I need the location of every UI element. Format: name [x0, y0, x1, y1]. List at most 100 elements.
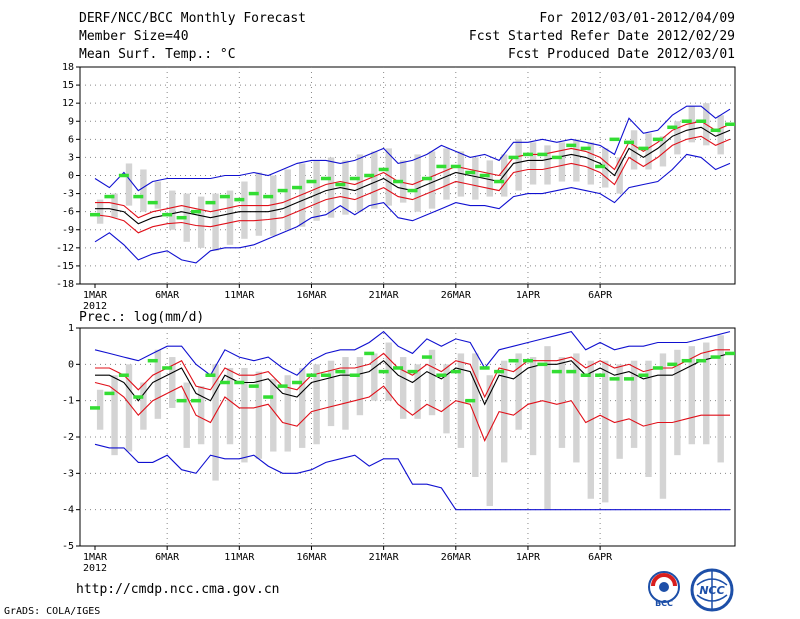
y-tick-label: -3 — [62, 468, 74, 479]
y-tick-label: -2 — [62, 432, 74, 443]
spread-box — [399, 160, 407, 203]
y-tick-label: -12 — [56, 243, 74, 254]
x-tick-label: 1MAR — [83, 290, 108, 301]
spread-box — [472, 157, 479, 200]
spread-box — [255, 172, 263, 236]
spread-box — [169, 190, 176, 230]
member-size: Member Size=40 — [79, 29, 189, 44]
spread-box — [327, 360, 335, 427]
y-tick-label: -3 — [62, 189, 74, 200]
plot-frame-0 — [79, 66, 736, 285]
spread-box — [558, 142, 566, 182]
x-tick-label: 6APR — [588, 290, 613, 301]
x-tick-label: 16MAR — [296, 552, 327, 563]
spread-box — [385, 148, 392, 206]
y-tick-label: -18 — [56, 279, 74, 290]
bcc-logo: BCC — [648, 571, 680, 608]
spread-box — [125, 364, 133, 452]
x-tick-label: 21MAR — [369, 290, 400, 301]
spread-box — [399, 357, 407, 419]
spread-box — [717, 335, 724, 463]
spread-box — [298, 367, 306, 448]
variable-label: Mean Surf. Temp.: °C — [79, 47, 236, 62]
x-tick-label: 1APR — [516, 552, 541, 563]
series-ensemble-mean — [95, 352, 731, 406]
forecast-period: For 2012/03/01-2012/04/09 — [539, 11, 735, 26]
spread-box — [659, 136, 667, 167]
spread-box — [486, 375, 493, 507]
chart-title: DERF/NCC/BCC Monthly Forecast — [79, 11, 306, 26]
spread-box — [703, 342, 710, 445]
x-tick-label: 1MAR — [83, 552, 108, 563]
spread-box — [472, 353, 479, 477]
spread-box — [544, 346, 551, 510]
y-tick-label: 0 — [68, 359, 74, 370]
spread-box — [414, 364, 421, 419]
y-tick-label: -1 — [62, 396, 74, 407]
ncc-logo: NCC — [690, 568, 734, 612]
spread-box — [443, 364, 450, 434]
spread-box — [587, 142, 595, 185]
spread-box — [630, 360, 638, 448]
spread-box — [226, 190, 234, 245]
spread-box — [313, 364, 320, 445]
x-tick-label: 16MAR — [296, 290, 327, 301]
x-tick-label: 21MAR — [369, 552, 400, 563]
spread-box — [183, 382, 190, 448]
spread-box — [356, 357, 364, 416]
x-tick-label: 1APR — [516, 290, 541, 301]
spread-box — [226, 367, 234, 445]
spread-box — [587, 360, 595, 499]
forecast-produced-date: Fcst Produced Date 2012/03/01 — [508, 47, 735, 62]
y-tick-label: 1 — [68, 323, 74, 334]
spread-box — [342, 160, 349, 215]
spread-box — [140, 382, 147, 430]
spread-box — [183, 193, 190, 242]
spread-box — [241, 181, 248, 239]
spread-box — [111, 375, 118, 456]
footer-url[interactable]: http://cmdp.ncc.cma.gov.cn — [76, 582, 280, 597]
forecast-start-date: Fcst Started Refer Date 2012/02/29 — [468, 29, 735, 44]
series-lower-outer — [94, 153, 731, 264]
spread-box — [515, 353, 522, 430]
spread-box — [298, 163, 306, 227]
y-tick-label: -9 — [62, 225, 74, 236]
spread-box — [385, 342, 392, 401]
spread-box — [140, 169, 147, 212]
spread-box — [212, 364, 219, 481]
spread-box — [255, 371, 263, 459]
spread-box — [688, 346, 696, 445]
y-tick-label: 0 — [68, 171, 74, 182]
spread-box — [197, 196, 205, 248]
spread-box — [616, 364, 623, 459]
spread-box — [154, 181, 162, 209]
spread-box — [111, 193, 118, 218]
spread-box — [96, 199, 104, 224]
spread-box — [645, 133, 652, 170]
spread-box — [602, 360, 609, 503]
y-tick-label: -4 — [62, 505, 74, 516]
bcc-logo-text: BCC — [655, 599, 673, 608]
spread-box — [529, 142, 537, 185]
spread-box — [659, 353, 667, 499]
x-tick-label: 11MAR — [224, 552, 255, 563]
y-tick-label: 18 — [62, 62, 74, 73]
spread-box — [327, 157, 335, 218]
spread-box — [154, 349, 162, 419]
y-tick-label: 15 — [62, 80, 74, 91]
series-upper-inner — [95, 349, 730, 399]
y-tick-label: 9 — [68, 116, 74, 127]
y-tick-label: -15 — [56, 261, 74, 272]
spread-box — [717, 115, 724, 155]
spread-box — [414, 154, 421, 212]
ncc-logo-text: NCC — [699, 584, 724, 597]
x-tick-label: 6MAR — [155, 552, 180, 563]
x-tick-label: 6MAR — [155, 290, 180, 301]
precip-label: Prec.: log(mm/d) — [79, 310, 205, 325]
spread-box — [645, 360, 652, 477]
spread-box — [125, 163, 133, 206]
spread-box — [342, 357, 349, 430]
spread-box — [688, 106, 696, 143]
y-tick-label: -5 — [62, 541, 74, 552]
y-tick-label: 12 — [62, 98, 74, 109]
